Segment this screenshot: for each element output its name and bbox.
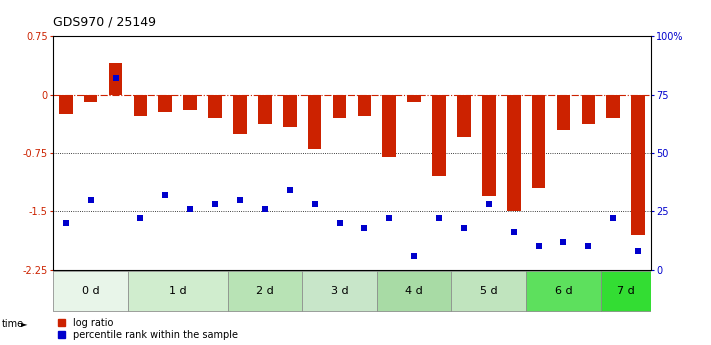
Text: 6 d: 6 d <box>555 286 572 296</box>
Point <box>209 201 220 207</box>
Text: 2 d: 2 d <box>256 286 274 296</box>
Bar <box>601 272 651 310</box>
Point <box>508 230 519 235</box>
Bar <box>606 95 620 118</box>
Point <box>433 216 445 221</box>
Bar <box>451 272 526 310</box>
Bar <box>233 95 247 134</box>
Bar <box>258 95 272 124</box>
Text: 7 d: 7 d <box>617 286 634 296</box>
Point <box>333 220 345 226</box>
Bar <box>526 272 601 310</box>
Bar <box>134 95 147 116</box>
Point <box>309 201 320 207</box>
Bar <box>308 95 321 149</box>
Point <box>85 197 97 203</box>
Bar <box>358 95 371 116</box>
Bar <box>407 95 421 102</box>
Bar <box>128 272 228 310</box>
Bar <box>631 95 645 235</box>
Point <box>259 206 270 212</box>
Point <box>408 253 419 258</box>
Bar <box>208 95 222 118</box>
Bar <box>302 272 377 310</box>
Text: 0 d: 0 d <box>82 286 100 296</box>
Bar <box>228 272 302 310</box>
Point <box>607 216 619 221</box>
Bar <box>557 95 570 130</box>
Point <box>135 216 146 221</box>
Point <box>358 225 370 230</box>
Point <box>109 76 121 81</box>
Text: time: time <box>1 319 23 328</box>
Bar <box>377 272 451 310</box>
Point <box>185 206 196 212</box>
Bar <box>532 95 545 188</box>
Point <box>533 244 545 249</box>
Bar <box>183 95 197 110</box>
Bar <box>432 95 446 176</box>
Bar <box>383 95 396 157</box>
Bar <box>59 95 73 114</box>
Bar <box>283 95 296 127</box>
Point <box>60 220 71 226</box>
Point <box>384 216 395 221</box>
Text: ►: ► <box>21 319 28 328</box>
Point <box>583 244 594 249</box>
Bar <box>582 95 595 124</box>
Text: 3 d: 3 d <box>331 286 348 296</box>
Bar <box>109 63 122 95</box>
Bar <box>507 95 520 211</box>
Text: GDS970 / 25149: GDS970 / 25149 <box>53 16 156 29</box>
Text: 1 d: 1 d <box>169 286 186 296</box>
Point <box>234 197 246 203</box>
Point <box>633 248 644 254</box>
Point <box>284 188 296 193</box>
Point <box>557 239 569 245</box>
Bar <box>159 95 172 112</box>
Point <box>458 225 469 230</box>
Bar <box>84 95 97 102</box>
Point <box>483 201 494 207</box>
Bar <box>482 95 496 196</box>
Bar <box>457 95 471 137</box>
Bar <box>333 95 346 118</box>
Point <box>159 192 171 198</box>
Legend: log ratio, percentile rank within the sample: log ratio, percentile rank within the sa… <box>58 318 237 340</box>
Bar <box>53 272 128 310</box>
Text: 4 d: 4 d <box>405 286 423 296</box>
Text: 5 d: 5 d <box>480 286 498 296</box>
